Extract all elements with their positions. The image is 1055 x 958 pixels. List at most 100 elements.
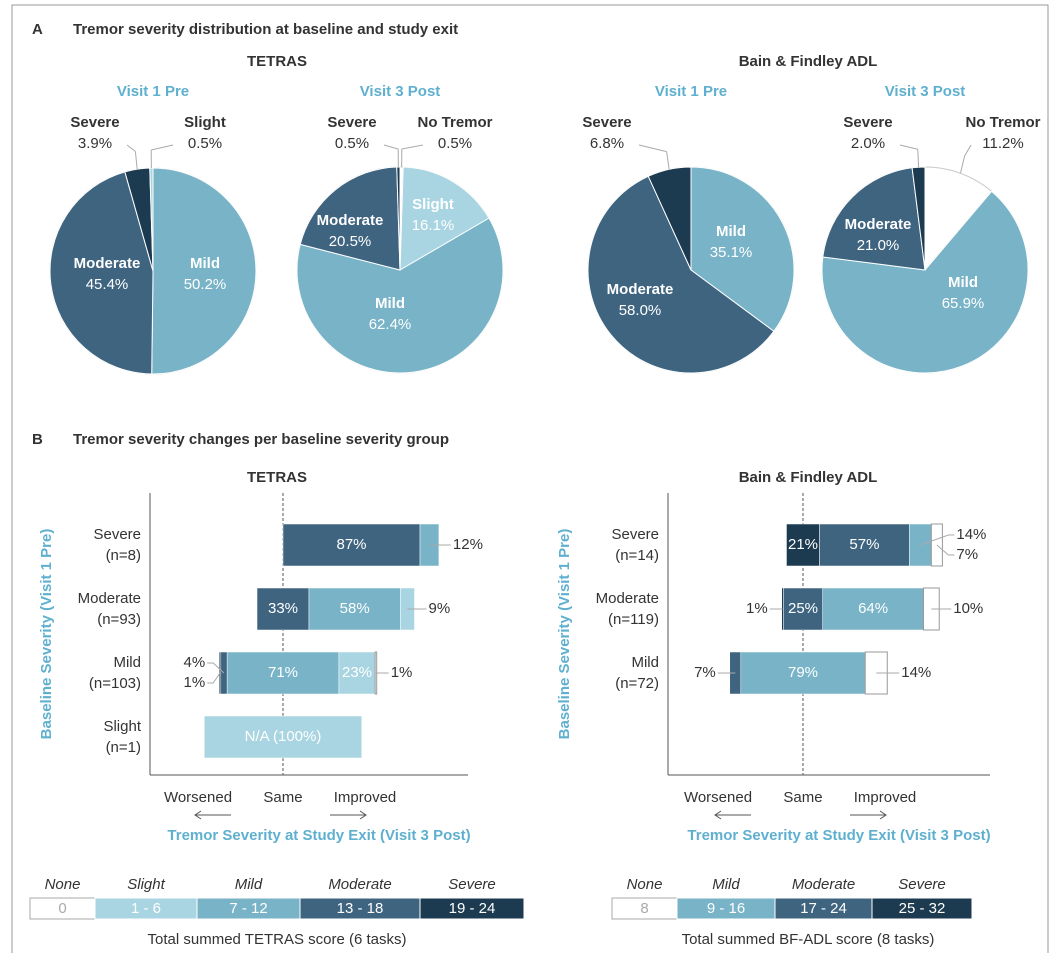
slice-value: 65.9% [942, 295, 985, 312]
legend-name: Severe [448, 876, 496, 893]
slice-value: 2.0% [851, 135, 885, 152]
pie-title: Visit 3 Post [885, 83, 966, 100]
legend-range: 17 - 24 [800, 900, 847, 917]
slice-value: 21.0% [857, 237, 900, 254]
category-label: Mild(n=103) [89, 654, 141, 692]
leader-line [135, 151, 137, 169]
slice-value: 35.1% [710, 244, 753, 261]
slice-value: 16.1% [412, 217, 455, 234]
legend-range: 25 - 32 [899, 900, 946, 917]
segment-label: 7% [694, 664, 716, 681]
segment-label: 1% [184, 674, 206, 691]
legend-name: None [45, 876, 81, 893]
group-title: TETRAS [247, 53, 307, 70]
slice-label: Severe [327, 114, 376, 131]
slice-label: Slight [184, 114, 226, 131]
segment-label: 33% [268, 600, 298, 617]
legend-name: Severe [898, 876, 946, 893]
leader-line [667, 152, 670, 170]
leader-line [207, 673, 220, 683]
segment-label: 12% [453, 536, 483, 553]
x-axis-label: Tremor Severity at Study Exit (Visit 3 P… [167, 827, 470, 844]
segment-label: 57% [849, 536, 879, 553]
segment-label: 58% [340, 600, 370, 617]
direction-label: Worsened [684, 789, 752, 806]
category-label: Moderate(n=93) [78, 590, 141, 628]
pie-title: Visit 1 Pre [655, 83, 727, 100]
segment-label: 14% [901, 664, 931, 681]
segment-label: 64% [858, 600, 888, 617]
slice-label: Mild [375, 295, 405, 312]
slice-label: Moderate [317, 212, 384, 229]
slice-value: 45.4% [86, 276, 129, 293]
segment-label: 25% [788, 600, 818, 617]
arrow [195, 811, 231, 819]
direction-label: Same [263, 789, 302, 806]
arrow [330, 811, 366, 819]
legend-range: 1 - 6 [131, 900, 161, 917]
direction-label: Improved [854, 789, 917, 806]
segment-label: 79% [788, 664, 818, 681]
legend-range: 13 - 18 [337, 900, 384, 917]
legend-range: 9 - 16 [707, 900, 745, 917]
arrow [715, 811, 751, 819]
legend-name: Mild [712, 876, 740, 893]
segment-label: 1% [746, 600, 768, 617]
category-label: Mild(n=72) [615, 654, 659, 692]
leader-line [900, 145, 918, 149]
leader-line [384, 145, 398, 149]
slice-label: No Tremor [965, 114, 1040, 131]
segment-label: 9% [429, 600, 451, 617]
segment-label: 14% [956, 526, 986, 543]
leader-line [965, 145, 971, 156]
legend-range: 7 - 12 [229, 900, 267, 917]
segment-label: 7% [956, 546, 978, 563]
slice-value: 20.5% [329, 233, 372, 250]
legend-range: 0 [58, 900, 66, 917]
segment-label: 71% [268, 664, 298, 681]
slice-value: 0.5% [438, 135, 472, 152]
segment-label: 4% [184, 654, 206, 671]
legend-name: None [627, 876, 663, 893]
leader-line [960, 156, 964, 173]
slice-label: Mild [948, 274, 978, 291]
slice-label: Moderate [845, 216, 912, 233]
legend-range: 8 [640, 900, 648, 917]
arrow [850, 811, 886, 819]
direction-label: Improved [334, 789, 397, 806]
direction-label: Same [783, 789, 822, 806]
slice-label: Severe [70, 114, 119, 131]
segment-label: 1% [391, 664, 413, 681]
direction-label: Worsened [164, 789, 232, 806]
slice-label: Mild [716, 223, 746, 240]
panel-letter: B [32, 431, 43, 448]
slice-value: 0.5% [188, 135, 222, 152]
leader-line [918, 149, 919, 167]
slice-label: Severe [582, 114, 631, 131]
panel-title: Tremor severity distribution at baseline… [73, 21, 458, 38]
leader-line [402, 145, 423, 149]
slice-value: 11.2% [982, 135, 1023, 152]
segment-label: 87% [336, 536, 366, 553]
slice-label: Slight [412, 196, 454, 213]
legend-range: 19 - 24 [449, 900, 496, 917]
panel-title: Tremor severity changes per baseline sev… [73, 431, 449, 448]
slice-value: 50.2% [184, 276, 227, 293]
legend-name: Moderate [792, 876, 855, 893]
segment-label: N/A (100%) [245, 728, 322, 745]
slice-value: 0.5% [335, 135, 369, 152]
x-axis-label: Tremor Severity at Study Exit (Visit 3 P… [687, 827, 990, 844]
legend-title: Total summed TETRAS score (6 tasks) [148, 931, 407, 948]
legend-name: Mild [235, 876, 263, 893]
legend-name: Moderate [328, 876, 391, 893]
frame [12, 5, 1048, 953]
category-label: Slight(n=1) [103, 718, 141, 756]
leader-line [127, 145, 135, 151]
chart-title: Bain & Findley ADL [739, 469, 878, 486]
category-label: Severe(n=14) [611, 526, 659, 564]
panel-letter: A [32, 21, 43, 38]
legend-name: Slight [127, 876, 165, 893]
y-axis-label: Baseline Severity (Visit 1 Pre) [38, 529, 55, 740]
